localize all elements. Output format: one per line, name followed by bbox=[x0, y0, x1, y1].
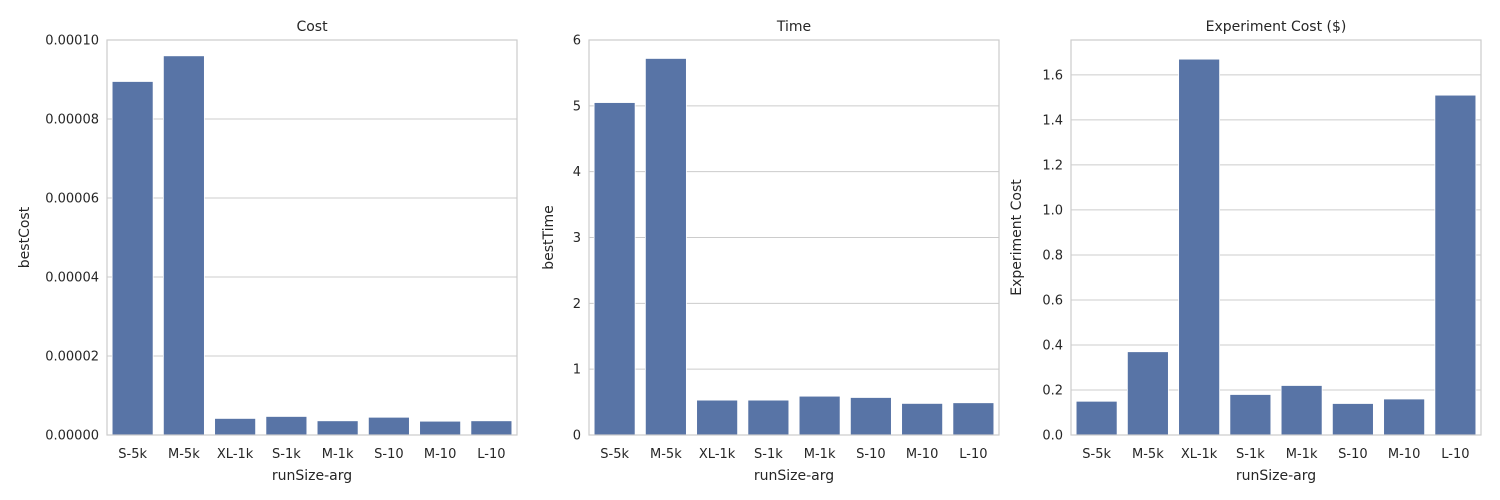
bar-l-10 bbox=[952, 402, 995, 436]
chart-panel-1: 0.00000 0.00002 0.00004 0.00006 0.00008 0.000… bbox=[17, 19, 518, 484]
x-tick-label: L-10 bbox=[477, 447, 505, 462]
chart-title: Experiment Cost ($) bbox=[1206, 19, 1347, 35]
x-tick-label: S-10 bbox=[1338, 447, 1368, 462]
y-tick-label: 0.00000 bbox=[45, 429, 99, 444]
x-tick-label: L-10 bbox=[1441, 447, 1469, 462]
y-tick-label: 4 bbox=[573, 165, 581, 180]
bar-m-10 bbox=[1383, 398, 1426, 436]
y-tick-label: 0.00010 bbox=[45, 34, 99, 49]
plot-frame bbox=[1070, 39, 1482, 436]
x-tick-label: M-1k bbox=[804, 447, 836, 462]
bar-m-10 bbox=[901, 402, 944, 436]
x-tick-label: M-10 bbox=[906, 447, 938, 462]
bar-m-1k bbox=[1280, 385, 1323, 436]
x-tick-label: S-1k bbox=[754, 447, 783, 462]
bar-s-5k bbox=[1075, 400, 1118, 436]
y-tick-label: 0.0 bbox=[1042, 429, 1063, 444]
x-tick-label: M-5k bbox=[168, 447, 200, 462]
y-tick-label: 0.00004 bbox=[45, 271, 99, 286]
y-tick-label: 1.4 bbox=[1042, 113, 1063, 128]
x-tick-label: S-5k bbox=[118, 447, 147, 462]
bar-m-5k bbox=[644, 58, 687, 436]
x-tick-label: XL-1k bbox=[699, 447, 736, 462]
x-tick-label: S-1k bbox=[272, 447, 301, 462]
bar-l-10 bbox=[470, 420, 513, 436]
y-tick-label: 1.0 bbox=[1042, 203, 1063, 218]
bar-s-5k bbox=[593, 102, 636, 436]
bar-l-10 bbox=[1434, 94, 1477, 436]
x-tick-label: L-10 bbox=[959, 447, 987, 462]
x-tick-label: S-10 bbox=[856, 447, 886, 462]
x-tick-label: M-1k bbox=[322, 447, 354, 462]
x-axis-label: runSize-arg bbox=[754, 468, 834, 484]
y-tick-label: 2 bbox=[573, 297, 581, 312]
bar-m-10 bbox=[419, 420, 462, 436]
chart-panel-3: 0.0 0.2 0.4 0.6 0.8 1.0 1.2 1.4 1.6 S-5k M-5k XL-1k… bbox=[1009, 19, 1482, 484]
bar-s-10 bbox=[367, 416, 410, 436]
x-tick-label: S-5k bbox=[600, 447, 629, 462]
x-tick-label: M-1k bbox=[1286, 447, 1318, 462]
y-tick-label: 5 bbox=[573, 99, 581, 114]
x-tick-label: M-5k bbox=[650, 447, 682, 462]
y-tick-label: 0 bbox=[573, 429, 581, 444]
x-axis-label: runSize-arg bbox=[272, 468, 352, 484]
bar-xl-1k bbox=[1178, 58, 1221, 436]
bar-xl-1k bbox=[696, 399, 739, 436]
bar-s-5k bbox=[111, 81, 154, 436]
x-tick-label: M-5k bbox=[1132, 447, 1164, 462]
bar-xl-1k bbox=[214, 418, 257, 436]
bar-m-5k bbox=[162, 55, 205, 436]
bar-s-10 bbox=[849, 397, 892, 436]
x-axis-label: runSize-arg bbox=[1236, 468, 1316, 484]
bar-s-1k bbox=[747, 399, 790, 436]
x-tick-label: XL-1k bbox=[217, 447, 254, 462]
y-tick-label: 0.6 bbox=[1042, 293, 1063, 308]
y-tick-label: 0.8 bbox=[1042, 248, 1063, 263]
bar-m-5k bbox=[1126, 351, 1169, 436]
bar-m-1k bbox=[798, 395, 841, 436]
x-tick-label: M-10 bbox=[1388, 447, 1420, 462]
bar-s-1k bbox=[1229, 394, 1272, 436]
y-axis-label: bestTime bbox=[541, 205, 557, 270]
x-tick-label: S-1k bbox=[1236, 447, 1265, 462]
chart-title: Time bbox=[776, 19, 811, 35]
y-tick-label: 1.2 bbox=[1042, 158, 1063, 173]
plot-frame bbox=[588, 39, 1000, 436]
x-tick-label: S-10 bbox=[374, 447, 404, 462]
bar-s-1k bbox=[265, 416, 308, 436]
y-axis-label: bestCost bbox=[17, 206, 33, 268]
y-tick-label: 1 bbox=[573, 363, 581, 378]
bar-s-10 bbox=[1331, 403, 1374, 436]
y-tick-label: 1.6 bbox=[1042, 68, 1063, 83]
bar-m-1k bbox=[316, 420, 359, 436]
x-tick-label: M-10 bbox=[424, 447, 456, 462]
x-tick-label: XL-1k bbox=[1181, 447, 1218, 462]
chart-title: Cost bbox=[296, 19, 328, 35]
chart-panel-2: 0 1 2 3 4 5 6 S-5k M-5k XL-1k S-1k M-1k S-10 M-10 L-10… bbox=[541, 19, 1000, 484]
y-axis-label: Experiment Cost bbox=[1009, 179, 1025, 296]
y-tick-label: 0.00002 bbox=[45, 350, 99, 365]
plot-frame bbox=[106, 39, 518, 436]
y-tick-label: 3 bbox=[573, 231, 581, 246]
x-tick-label: S-5k bbox=[1082, 447, 1111, 462]
y-tick-label: 0.00006 bbox=[45, 192, 99, 207]
y-tick-label: 6 bbox=[573, 34, 581, 49]
y-tick-label: 0.4 bbox=[1042, 338, 1063, 353]
y-tick-label: 0.2 bbox=[1042, 383, 1063, 398]
y-tick-label: 0.00008 bbox=[45, 113, 99, 128]
